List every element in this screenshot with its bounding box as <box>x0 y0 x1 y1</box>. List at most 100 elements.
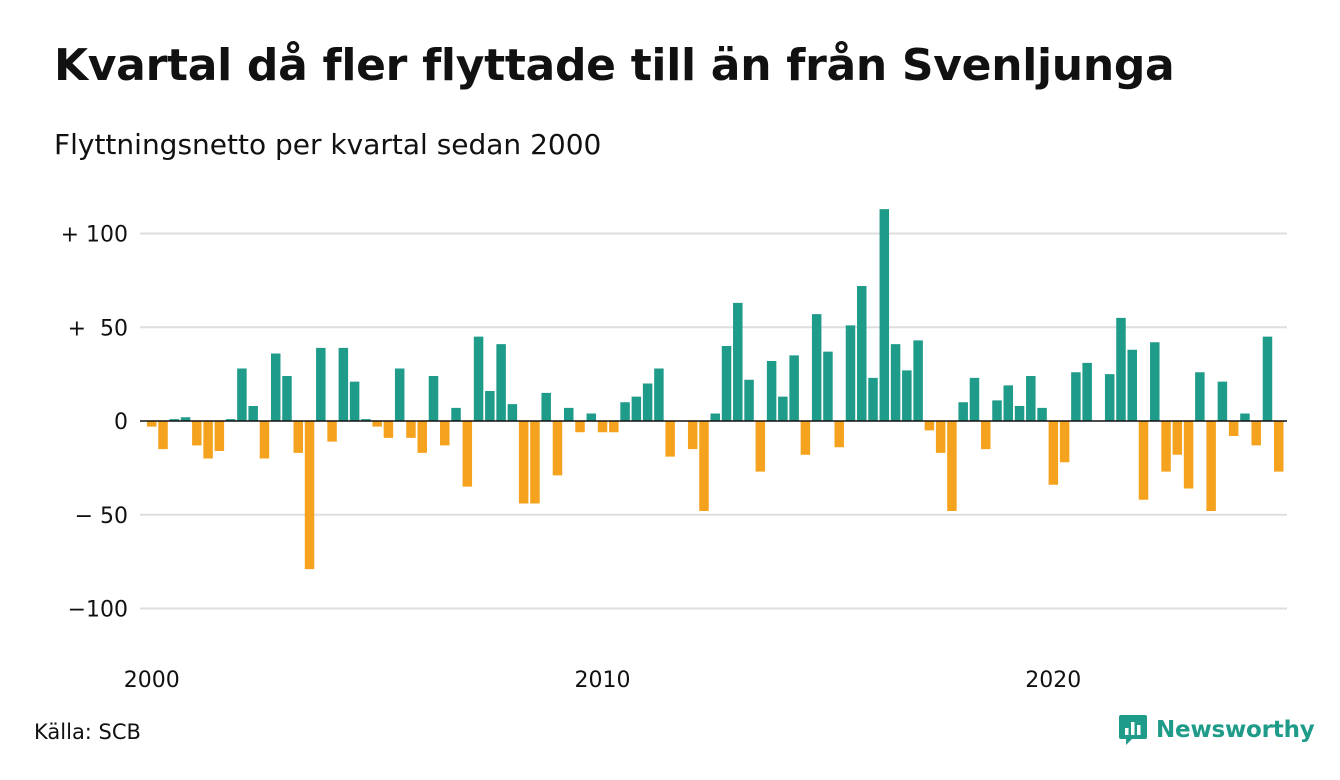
bar-negative <box>1274 421 1284 472</box>
bar-negative <box>203 421 213 459</box>
bar-negative <box>293 421 304 453</box>
x-tick-label: 2020 <box>1025 668 1081 693</box>
bar-positive <box>766 361 777 421</box>
bar-positive <box>721 346 732 421</box>
bar-negative <box>518 421 529 504</box>
newsworthy-logo[interactable]: Newsworthy <box>1118 712 1315 748</box>
bar-positive <box>710 413 720 421</box>
bar-positive <box>563 407 574 422</box>
bar-positive <box>1217 381 1228 422</box>
bar-positive <box>225 419 236 422</box>
bar-negative <box>147 421 157 427</box>
gridlines <box>140 232 1287 610</box>
bar-negative <box>259 421 270 459</box>
bar-positive <box>1240 413 1250 421</box>
bar-negative <box>1161 421 1171 472</box>
bar-positive <box>1127 349 1137 421</box>
source-label: Källa: SCB <box>34 720 141 744</box>
bar-negative <box>1206 421 1216 511</box>
bar-negative <box>417 421 427 453</box>
bar-negative <box>1172 421 1183 455</box>
bar-negative <box>214 421 225 451</box>
bar-positive <box>270 353 281 421</box>
bar-positive <box>1014 406 1025 421</box>
bar-positive <box>868 377 878 422</box>
bar-positive <box>507 404 518 422</box>
bar-negative <box>192 421 202 446</box>
bar-negative <box>1183 421 1194 489</box>
bar-positive <box>1150 342 1160 421</box>
bar-positive <box>349 381 360 422</box>
bar-negative <box>800 421 811 455</box>
bar-positive <box>992 400 1002 422</box>
bar-positive <box>1195 372 1205 421</box>
bar-positive <box>1082 362 1092 422</box>
bar-negative <box>609 421 619 433</box>
bar-negative <box>947 421 957 511</box>
x-tick-label: 2010 <box>575 668 631 693</box>
bar-positive <box>902 370 912 422</box>
bar-positive <box>282 376 292 421</box>
bar-positive <box>169 419 180 422</box>
y-tick-label: + 100 <box>61 223 128 248</box>
bar-positive <box>733 302 743 422</box>
bar-negative <box>755 421 766 472</box>
bar-negative <box>1048 421 1059 485</box>
bar-positive <box>586 413 597 421</box>
bar-negative <box>304 421 315 570</box>
bar-positive <box>473 336 484 422</box>
bar-negative <box>924 421 935 431</box>
bar-positive <box>248 406 258 421</box>
bar-negative <box>1059 421 1070 463</box>
bar-positive <box>789 355 799 422</box>
y-axis-labels: + 100 + 50 0 − 50 −100 <box>61 223 128 623</box>
bar-negative <box>440 421 450 446</box>
bar-positive <box>744 379 754 421</box>
bar-positive <box>969 377 980 422</box>
bar-negative <box>575 421 585 433</box>
y-tick-label: + 50 <box>68 316 128 341</box>
bar-positive <box>1071 372 1081 421</box>
bar-negative <box>1251 421 1261 446</box>
bar-negative <box>980 421 991 450</box>
bar-positive <box>913 340 923 422</box>
bar-positive <box>180 417 191 421</box>
bar-positive <box>541 392 551 422</box>
bar-positive <box>823 351 833 422</box>
bar-negative <box>699 421 709 511</box>
bar-positive <box>1037 407 1047 422</box>
bar-chart-logo-icon <box>1119 715 1147 745</box>
bar-negative <box>530 421 540 504</box>
y-tick-label: −100 <box>68 598 128 623</box>
y-tick-label: − 50 <box>75 504 128 529</box>
x-axis-labels: 2000 2010 2020 <box>124 668 1082 693</box>
bar-positive <box>1116 317 1126 422</box>
bar-negative <box>1228 421 1239 436</box>
bar-positive <box>485 391 495 421</box>
bar-negative <box>597 421 608 433</box>
y-tick-label: 0 <box>114 410 128 435</box>
bar-negative <box>158 421 168 450</box>
bar-negative <box>1138 421 1149 500</box>
bar-negative <box>935 421 946 453</box>
bar-positive <box>958 402 968 421</box>
bar-positive <box>428 376 439 421</box>
bar-positive <box>778 396 788 422</box>
bar-negative <box>327 421 337 442</box>
x-tick-label: 2000 <box>124 668 180 693</box>
bar-positive <box>496 344 506 422</box>
chart-title: Kvartal då fler flyttade till än från Sv… <box>54 40 1175 91</box>
bar-negative <box>372 421 382 427</box>
bar-positive <box>1003 385 1014 422</box>
bar-chart: + 100 + 50 0 − 50 −100 2000 2010 2020 <box>61 209 1287 693</box>
bar-negative <box>552 421 563 476</box>
bar-negative <box>462 421 473 487</box>
bar-positive <box>654 368 664 421</box>
bar-positive <box>1026 376 1036 421</box>
bar-positive <box>857 286 867 421</box>
bars <box>147 209 1284 570</box>
bar-negative <box>383 421 394 438</box>
bar-positive <box>316 347 326 422</box>
brand-name: Newsworthy <box>1156 717 1315 743</box>
bar-positive <box>811 314 822 422</box>
